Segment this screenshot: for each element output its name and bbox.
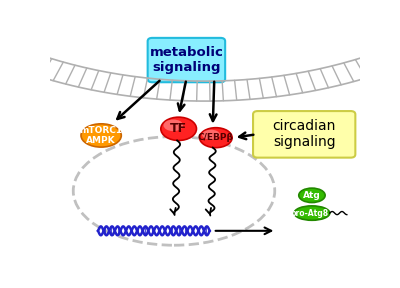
Text: C/EBPβ: C/EBPβ: [198, 133, 234, 142]
Ellipse shape: [294, 206, 330, 220]
Ellipse shape: [81, 124, 121, 147]
FancyBboxPatch shape: [253, 111, 355, 158]
FancyBboxPatch shape: [148, 38, 225, 82]
Text: pro-Atg8: pro-Atg8: [290, 209, 328, 217]
Text: metabolic
signaling: metabolic signaling: [150, 46, 223, 74]
Text: TF: TF: [170, 122, 187, 135]
Ellipse shape: [202, 130, 220, 140]
Ellipse shape: [200, 128, 232, 148]
Text: circadian
signaling: circadian signaling: [272, 119, 336, 149]
Text: mTORC1
AMPK: mTORC1 AMPK: [80, 126, 123, 145]
Ellipse shape: [164, 120, 183, 131]
Ellipse shape: [161, 117, 196, 141]
Ellipse shape: [299, 188, 325, 202]
Text: Atg: Atg: [303, 191, 321, 200]
